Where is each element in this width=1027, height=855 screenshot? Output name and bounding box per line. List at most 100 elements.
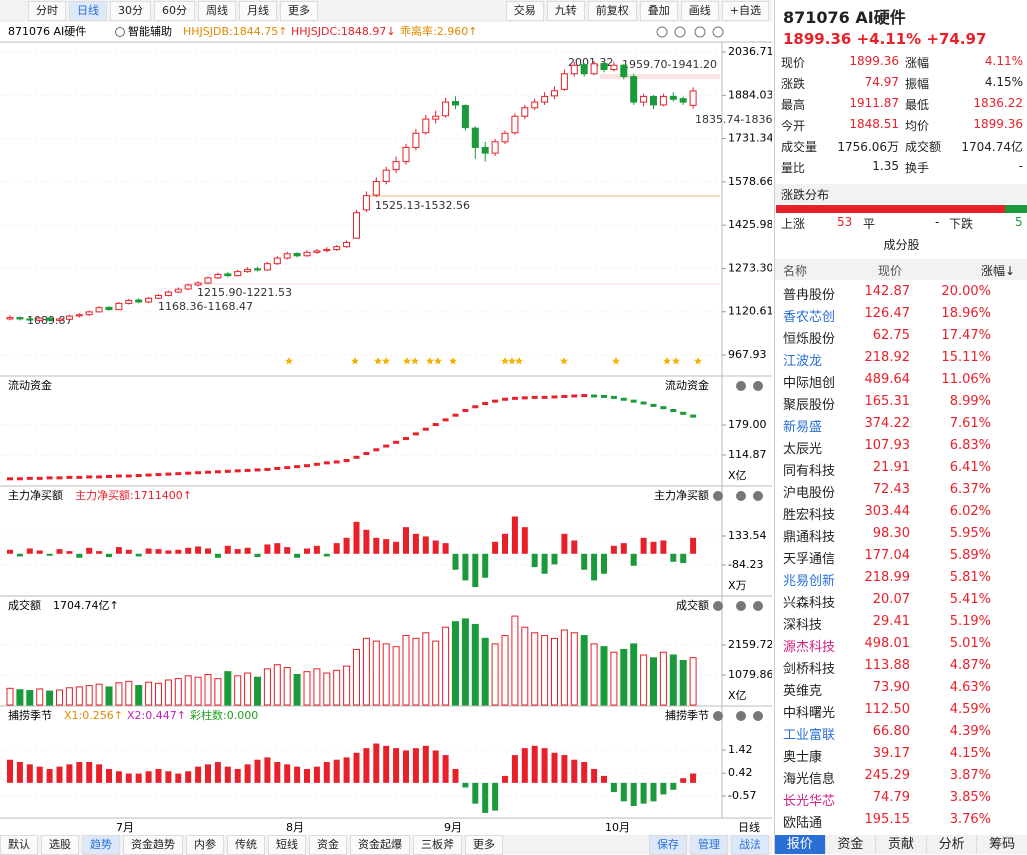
toolbar-button[interactable]: 60分 — [154, 1, 195, 21]
tab[interactable]: 选股 — [41, 834, 79, 855]
stock-name[interactable]: 深科技 — [783, 618, 823, 633]
bar — [145, 548, 152, 554]
stock-name[interactable]: 聚辰股份 — [783, 398, 836, 413]
quote-value: 1899.36 — [849, 54, 899, 68]
bar — [472, 782, 479, 804]
quote-label: 成交量 — [781, 140, 818, 154]
candle-body — [689, 90, 697, 106]
toolbar-button[interactable]: 日线 — [69, 1, 107, 21]
toolbar-button[interactable]: 更多 — [280, 1, 318, 21]
stock-name[interactable]: 鼎通科技 — [783, 530, 836, 545]
stock-change: 6.37% — [949, 482, 991, 497]
tab[interactable]: 资金 — [309, 834, 347, 855]
flow-dot — [581, 394, 588, 398]
tab[interactable]: 管理 — [690, 834, 728, 855]
stock-name[interactable]: 太辰光 — [783, 442, 823, 457]
candle-body — [115, 302, 123, 311]
stock-name[interactable]: 天孚通信 — [783, 552, 836, 567]
stock-name[interactable]: 江波龙 — [783, 354, 823, 369]
volume-bar — [590, 643, 598, 706]
candle-body — [600, 63, 608, 70]
toolbar-button[interactable]: 交易 — [505, 1, 544, 21]
tab[interactable]: 保存 — [649, 834, 687, 855]
toolbar-button[interactable]: 分时 — [28, 1, 66, 21]
bar — [244, 764, 251, 783]
stock-change: 4.87% — [949, 658, 991, 673]
toolbar-button[interactable]: 30分 — [110, 1, 151, 21]
bar — [630, 782, 637, 806]
volume-bar — [461, 618, 469, 706]
toolbar-button[interactable]: 叠加 — [639, 1, 678, 21]
tab[interactable]: 趋势 — [82, 834, 120, 855]
stock-name[interactable]: 源杰科技 — [783, 640, 836, 655]
stock-name[interactable]: 英维克 — [783, 684, 823, 699]
side-tab[interactable]: 筹码 — [977, 835, 1027, 854]
bar — [462, 553, 469, 581]
stock-name[interactable]: 中科曙光 — [783, 706, 836, 721]
y-tick-label: 1079.86 — [728, 668, 772, 681]
bar — [224, 545, 231, 554]
stock-name[interactable]: 沪电股份 — [783, 486, 836, 501]
side-tab[interactable]: 贡献 — [876, 835, 927, 854]
tab[interactable]: 资金起爆 — [350, 834, 410, 855]
tab[interactable]: 资金趋势 — [123, 834, 183, 855]
tab[interactable]: 内参 — [186, 834, 224, 855]
stock-name[interactable]: 中际旭创 — [783, 376, 836, 391]
toolbar-button[interactable]: 前复权 — [587, 1, 637, 21]
stock-name[interactable]: 同有科技 — [783, 464, 836, 479]
tab[interactable]: 默认 — [0, 834, 38, 855]
toolbar-button[interactable]: 周线 — [198, 1, 236, 21]
stock-name[interactable]: 恒烁股份 — [783, 332, 836, 347]
side-tab[interactable]: 资金 — [826, 835, 877, 854]
stock-change: 5.89% — [949, 548, 991, 563]
stock-name[interactable]: 奥士康 — [783, 750, 823, 765]
tab[interactable]: 三板斧 — [413, 834, 462, 855]
tab[interactable]: 更多 — [465, 834, 503, 855]
stock-name[interactable]: 普冉股份 — [783, 288, 836, 303]
bar — [26, 548, 33, 554]
stock-name[interactable]: 新易盛 — [783, 420, 823, 435]
volume-bar — [620, 648, 628, 706]
toolbar-button[interactable]: +自选 — [721, 1, 769, 21]
tab[interactable]: 战法 — [731, 834, 769, 855]
stock-name[interactable]: 长光华芯 — [783, 794, 836, 809]
unit: X万 — [728, 579, 747, 592]
stock-name[interactable]: 剑桥科技 — [783, 662, 836, 677]
toolbar-button[interactable]: 月线 — [239, 1, 277, 21]
toolbar-button[interactable]: 九转 — [546, 1, 585, 21]
stock-name[interactable]: 香农芯创 — [783, 310, 836, 325]
stock-name[interactable]: 欧陆通 — [783, 816, 823, 831]
bar — [304, 548, 310, 554]
assist-icon[interactable] — [115, 27, 125, 37]
quote-value: 1899.36 — [973, 117, 1023, 131]
volume-bar — [194, 676, 202, 706]
toolbar-button[interactable]: 画线 — [680, 1, 719, 21]
tab[interactable]: 短线 — [268, 834, 306, 855]
panel-readout: 彩柱数:0.000 — [190, 708, 258, 722]
stock-change: 8.99% — [949, 394, 991, 409]
bar — [640, 782, 647, 804]
side-tab[interactable]: 报价 — [775, 835, 826, 854]
y-tick-label: 179.00 — [728, 418, 767, 431]
stock-name[interactable]: 海光信息 — [783, 772, 836, 787]
stock-name[interactable]: 工业富联 — [783, 728, 836, 743]
y-tick-label: -84.23 — [728, 558, 763, 571]
y-tick-label: 1.42 — [728, 743, 753, 756]
volume-bar — [659, 651, 667, 706]
stock-name[interactable]: 兴森科技 — [783, 596, 836, 611]
side-tab[interactable]: 分析 — [927, 835, 978, 854]
stock-name[interactable]: 兆易创新 — [783, 574, 836, 589]
candle-body — [511, 115, 519, 134]
header-icons[interactable] — [656, 26, 724, 38]
volume-bar — [204, 673, 212, 706]
flow-dot — [412, 432, 419, 436]
assist[interactable]: 智能辅助 — [128, 24, 172, 38]
quote-value: 1.35 — [872, 159, 899, 173]
quote-label: 最低 — [905, 98, 930, 112]
tab[interactable]: 传统 — [227, 834, 265, 855]
column-header[interactable]: 涨幅↓ — [980, 264, 1015, 278]
x-tick-label: 10月 — [605, 821, 630, 834]
flow-dot — [294, 465, 301, 469]
panel-icons[interactable] — [713, 381, 763, 721]
stock-name[interactable]: 胜宏科技 — [783, 508, 836, 523]
